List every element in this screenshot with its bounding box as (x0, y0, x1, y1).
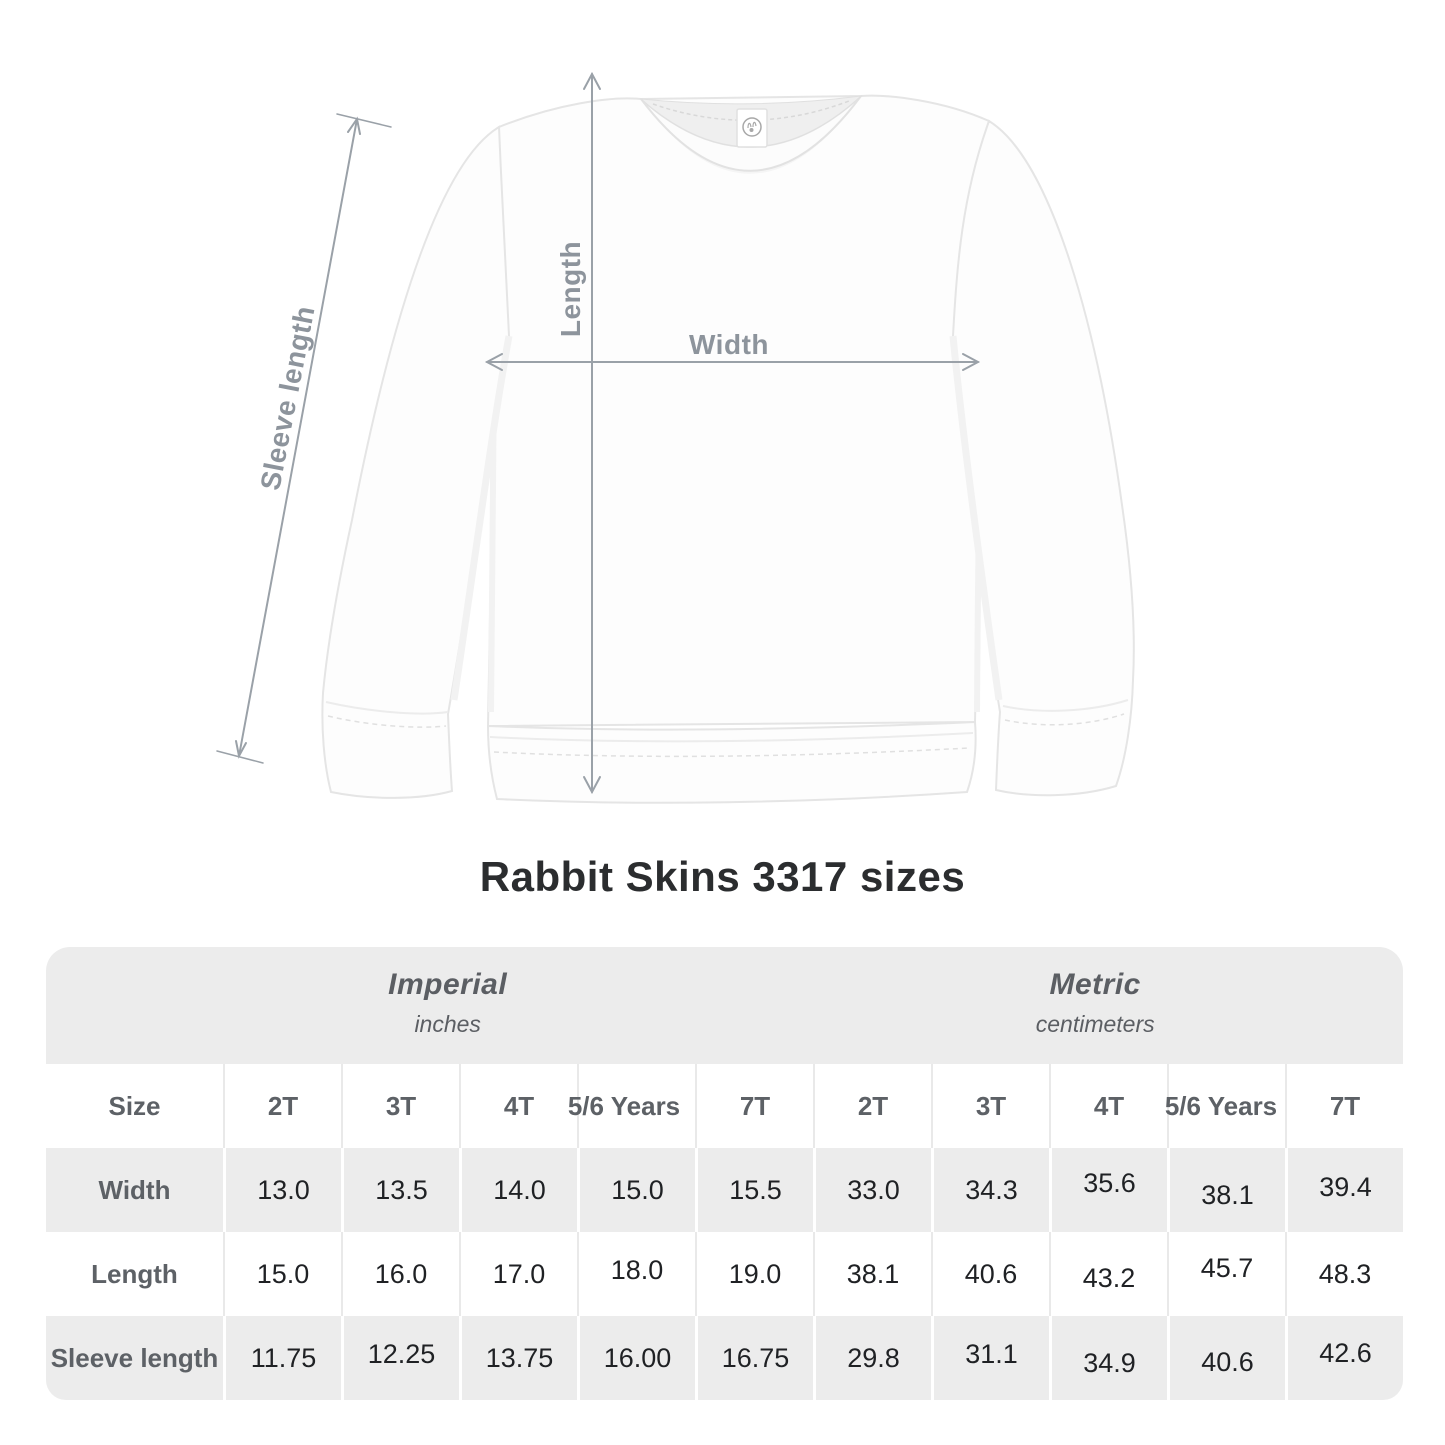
value-cell: 34.9 (1049, 1316, 1167, 1400)
col-header-metric-7t: 7T (1285, 1064, 1403, 1148)
value-cell: 45.7 (1167, 1232, 1285, 1316)
sweatshirt-illustration (216, 71, 1135, 804)
value-cell: 13.0 (223, 1148, 341, 1232)
value-cell: 11.75 (223, 1316, 341, 1400)
col-header-metric-4t: 4T (1049, 1064, 1167, 1148)
rabbit-logo-icon (742, 117, 762, 137)
metric-unit-label: centimeters (1035, 1010, 1155, 1037)
length-arrow (583, 71, 601, 795)
col-header-imperial-56y: 5/6 Years (568, 1064, 695, 1148)
metric-label: Metric (1049, 967, 1141, 1001)
imperial-unit-label: inches (414, 1010, 481, 1037)
width-arrow (484, 353, 981, 371)
value-cell: 17.0 (459, 1232, 577, 1316)
value-cell: 48.3 (1285, 1232, 1403, 1316)
sweatshirt-body (486, 94, 991, 728)
value-cell: 13.5 (341, 1148, 459, 1232)
value-cell: 38.1 (813, 1232, 931, 1316)
value-cell: 42.6 (1285, 1316, 1403, 1400)
value-cell: 15.0 (577, 1148, 695, 1232)
right-sleeve (949, 119, 1135, 797)
row-label-sleeve-length: Sleeve length (46, 1316, 223, 1400)
value-cell: 15.0 (223, 1232, 341, 1316)
value-cell: 31.1 (931, 1316, 1049, 1400)
size-table: Imperial inches Metric centimeters Size … (46, 947, 1403, 1400)
imperial-label: Imperial (388, 967, 508, 1001)
value-cell: 43.2 (1049, 1232, 1167, 1316)
col-header-imperial-4t: 4T (459, 1064, 577, 1148)
measurement-diagram: Sleeve length Length Width (216, 71, 1135, 804)
value-cell: 38.1 (1167, 1148, 1285, 1232)
sweatshirt-waistband (486, 720, 977, 804)
value-cell: 29.8 (813, 1316, 931, 1400)
left-sleeve (321, 125, 513, 799)
value-cell: 33.0 (813, 1148, 931, 1232)
value-cell: 40.6 (1167, 1316, 1285, 1400)
col-header-metric-2t: 2T (813, 1064, 931, 1148)
metric-unit-group: Metric centimeters (813, 947, 1403, 1064)
value-cell: 35.6 (1049, 1148, 1167, 1232)
value-cell: 15.5 (695, 1148, 813, 1232)
col-header-imperial-7t: 7T (695, 1064, 813, 1148)
value-cell: 16.00 (577, 1316, 695, 1400)
neck-tag (736, 108, 768, 148)
page-title: Rabbit Skins 3317 sizes (479, 853, 966, 900)
col-header-imperial-2t: 2T (223, 1064, 341, 1148)
value-cell: 19.0 (695, 1232, 813, 1316)
units-band: Imperial inches Metric centimeters (46, 947, 1403, 1064)
value-cell: 34.3 (931, 1148, 1049, 1232)
size-col-header: Size (46, 1064, 223, 1148)
value-cell: 40.6 (931, 1232, 1049, 1316)
value-cell: 18.0 (577, 1232, 695, 1316)
value-cell: 16.75 (695, 1316, 813, 1400)
imperial-unit-group: Imperial inches (46, 947, 813, 1064)
value-cell: 16.0 (341, 1232, 459, 1316)
value-cell: 13.75 (459, 1316, 577, 1400)
col-header-metric-56y: 5/6 Years (1165, 1064, 1285, 1148)
col-header-imperial-3t: 3T (341, 1064, 459, 1148)
value-cell: 39.4 (1285, 1148, 1403, 1232)
col-header-metric-3t: 3T (931, 1064, 1049, 1148)
row-label-length: Length (46, 1232, 223, 1316)
value-cell: 14.0 (459, 1148, 577, 1232)
sleeve-length-arrow (216, 113, 392, 764)
length-label: Length (555, 240, 586, 338)
row-label-width: Width (46, 1148, 223, 1232)
value-cell: 12.25 (341, 1316, 459, 1400)
width-label: Width (689, 329, 769, 360)
